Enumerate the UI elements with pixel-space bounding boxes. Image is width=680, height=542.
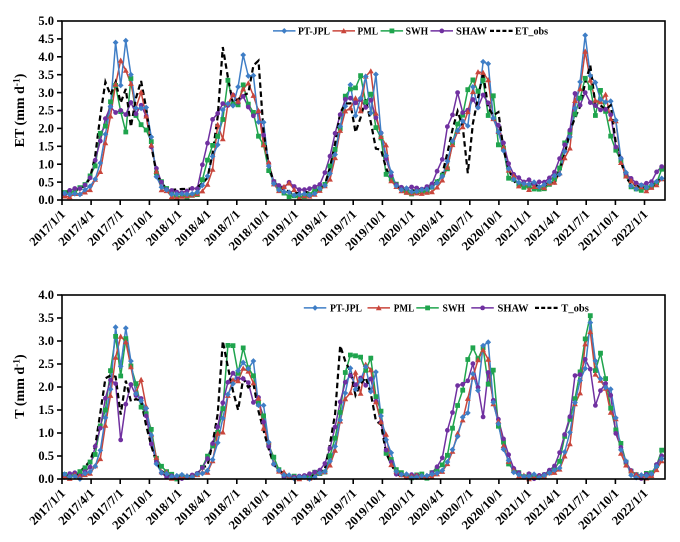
svg-text:2.0: 2.0 — [38, 122, 54, 136]
svg-text:ET (mm d-1): ET (mm d-1) — [13, 73, 29, 147]
svg-text:4.5: 4.5 — [38, 32, 54, 46]
svg-text:2.0: 2.0 — [38, 380, 54, 394]
svg-text:PT-JPL: PT-JPL — [330, 304, 362, 315]
svg-text:PML: PML — [358, 27, 379, 38]
svg-text:1.5: 1.5 — [38, 140, 54, 154]
svg-text:3.0: 3.0 — [38, 86, 54, 100]
svg-text:0.0: 0.0 — [38, 193, 54, 207]
svg-text:2.5: 2.5 — [38, 104, 54, 118]
svg-text:0.5: 0.5 — [38, 449, 54, 463]
svg-text:1.0: 1.0 — [38, 157, 54, 171]
svg-text:PT-JPL: PT-JPL — [298, 27, 330, 38]
svg-text:0.0: 0.0 — [38, 472, 54, 486]
svg-text:SWH: SWH — [406, 27, 429, 38]
svg-text:4.0: 4.0 — [38, 50, 54, 64]
svg-text:4.0: 4.0 — [38, 288, 54, 302]
svg-text:5.0: 5.0 — [38, 14, 54, 28]
svg-text:SHAW: SHAW — [456, 27, 487, 38]
svg-text:3.5: 3.5 — [38, 68, 54, 82]
svg-text:3.5: 3.5 — [38, 311, 54, 325]
svg-text:1.5: 1.5 — [38, 403, 54, 417]
svg-text:ET_obs: ET_obs — [515, 27, 548, 38]
svg-text:3.0: 3.0 — [38, 334, 54, 348]
svg-text:2.5: 2.5 — [38, 357, 54, 371]
svg-text:T (mm d-1): T (mm d-1) — [13, 354, 29, 419]
svg-text:T_obs: T_obs — [561, 304, 589, 315]
svg-text:1.0: 1.0 — [38, 426, 54, 440]
svg-text:0.5: 0.5 — [38, 175, 54, 189]
svg-text:PML: PML — [394, 304, 415, 315]
svg-text:SWH: SWH — [443, 304, 466, 315]
svg-text:SHAW: SHAW — [498, 304, 529, 315]
